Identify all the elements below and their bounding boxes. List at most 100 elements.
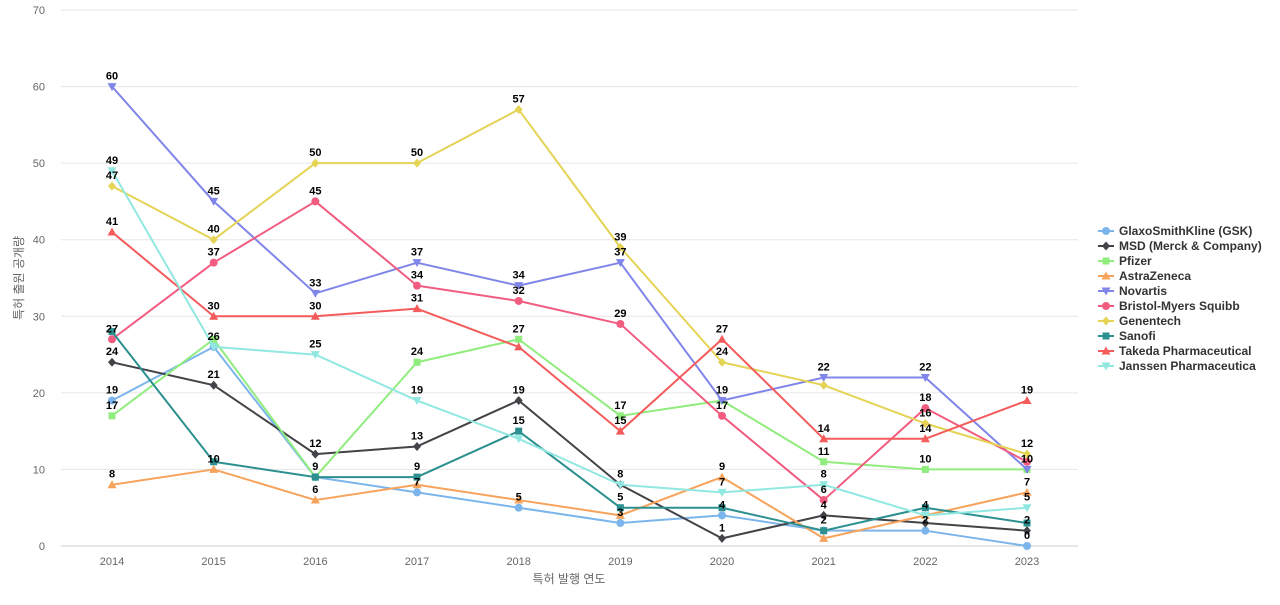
data-label: 47 <box>106 170 118 182</box>
data-label: 19 <box>716 385 728 397</box>
legend-item: Pfizer <box>1098 254 1152 268</box>
x-tick-label: 2015 <box>201 556 225 568</box>
data-point <box>311 473 319 481</box>
data-label: 7 <box>1024 476 1030 488</box>
data-point <box>615 510 625 519</box>
data-point <box>514 396 523 406</box>
data-point <box>819 533 829 542</box>
data-point <box>921 465 929 473</box>
data-point <box>412 397 422 406</box>
series-group <box>107 167 1032 520</box>
legend-item: Novartis <box>1098 284 1167 298</box>
data-label: 13 <box>411 430 423 442</box>
y-tick-label: 40 <box>33 235 45 247</box>
legend: GlaxoSmithKline (GSK)MSD (Merck & Compan… <box>1098 224 1262 373</box>
series-line <box>111 85 1028 471</box>
x-tick-label: 2020 <box>710 556 734 568</box>
data-point <box>616 412 624 420</box>
legend-item: Bristol-Myers Squibb <box>1098 299 1240 313</box>
data-label: 12 <box>309 438 321 450</box>
data-point <box>1023 457 1032 466</box>
data-point <box>515 427 523 435</box>
data-point <box>616 319 625 328</box>
data-label: 3 <box>617 507 623 519</box>
data-label: 10 <box>919 453 931 465</box>
legend-marker <box>1102 332 1110 340</box>
data-point <box>107 227 117 236</box>
data-label: 16 <box>919 407 931 419</box>
data-point <box>920 511 930 520</box>
y-tick-label: 10 <box>33 464 45 476</box>
data-point <box>616 519 625 528</box>
legend-item: Janssen Pharmaceutica <box>1098 359 1256 373</box>
legend-label: Takeda Pharmaceutical <box>1119 344 1252 358</box>
data-point <box>921 518 930 528</box>
data-label: 10 <box>1021 453 1033 465</box>
data-point <box>718 357 727 367</box>
data-point <box>1023 519 1031 527</box>
data-point <box>921 526 930 535</box>
data-label: 8 <box>617 469 623 481</box>
data-label: 4 <box>922 499 929 511</box>
data-label: 15 <box>513 415 525 427</box>
series-line <box>111 108 1028 456</box>
data-label: 12 <box>1021 438 1033 450</box>
data-point <box>311 158 320 168</box>
data-point <box>209 380 218 390</box>
data-label: 9 <box>312 461 318 473</box>
data-point <box>615 426 625 435</box>
data-point <box>514 282 524 291</box>
data-point <box>310 289 320 298</box>
data-point <box>310 351 320 360</box>
data-label: 2 <box>922 515 928 527</box>
series-line <box>111 468 1028 540</box>
data-point <box>107 480 117 489</box>
data-point <box>717 334 727 343</box>
data-point <box>616 242 625 252</box>
data-label: 19 <box>411 385 423 397</box>
legend-item: AstraZeneca <box>1098 269 1191 283</box>
data-point <box>108 181 116 191</box>
data-label: 9 <box>414 461 420 473</box>
data-label: 33 <box>309 277 321 289</box>
x-tick-label: 2017 <box>405 556 429 568</box>
data-point <box>717 472 727 481</box>
series-lines <box>107 83 1032 550</box>
data-point <box>717 488 727 497</box>
data-label: 17 <box>614 400 626 412</box>
data-point <box>108 328 116 336</box>
data-label: 2 <box>821 515 827 527</box>
series-group <box>108 328 1031 535</box>
data-point <box>514 503 523 512</box>
data-label: 37 <box>208 247 220 259</box>
data-point <box>820 527 828 535</box>
data-label: 50 <box>411 147 423 159</box>
legend-marker <box>1101 362 1111 371</box>
data-point <box>209 197 219 206</box>
data-point <box>718 533 727 543</box>
data-point <box>209 343 219 352</box>
y-tick-label: 20 <box>33 388 45 400</box>
data-point <box>820 458 828 466</box>
data-point <box>413 358 421 366</box>
data-label: 30 <box>309 300 321 312</box>
data-point <box>921 418 930 428</box>
legend-label: AstraZeneca <box>1119 269 1191 283</box>
data-label: 8 <box>109 469 115 481</box>
data-label: 6 <box>312 484 318 496</box>
data-point <box>819 374 829 383</box>
data-point <box>310 311 320 320</box>
data-point <box>310 495 320 504</box>
data-point <box>1022 465 1032 474</box>
y-axis-ticks: 0 10 20 30 40 50 60 70 <box>33 5 45 553</box>
data-point <box>616 504 624 512</box>
data-point <box>717 397 727 406</box>
data-label: 22 <box>818 362 830 374</box>
data-label: 24 <box>106 346 119 358</box>
data-label: 6 <box>821 484 827 496</box>
data-point <box>718 511 727 520</box>
data-point <box>819 481 829 490</box>
series-line <box>111 338 1028 479</box>
data-point <box>1022 504 1032 513</box>
